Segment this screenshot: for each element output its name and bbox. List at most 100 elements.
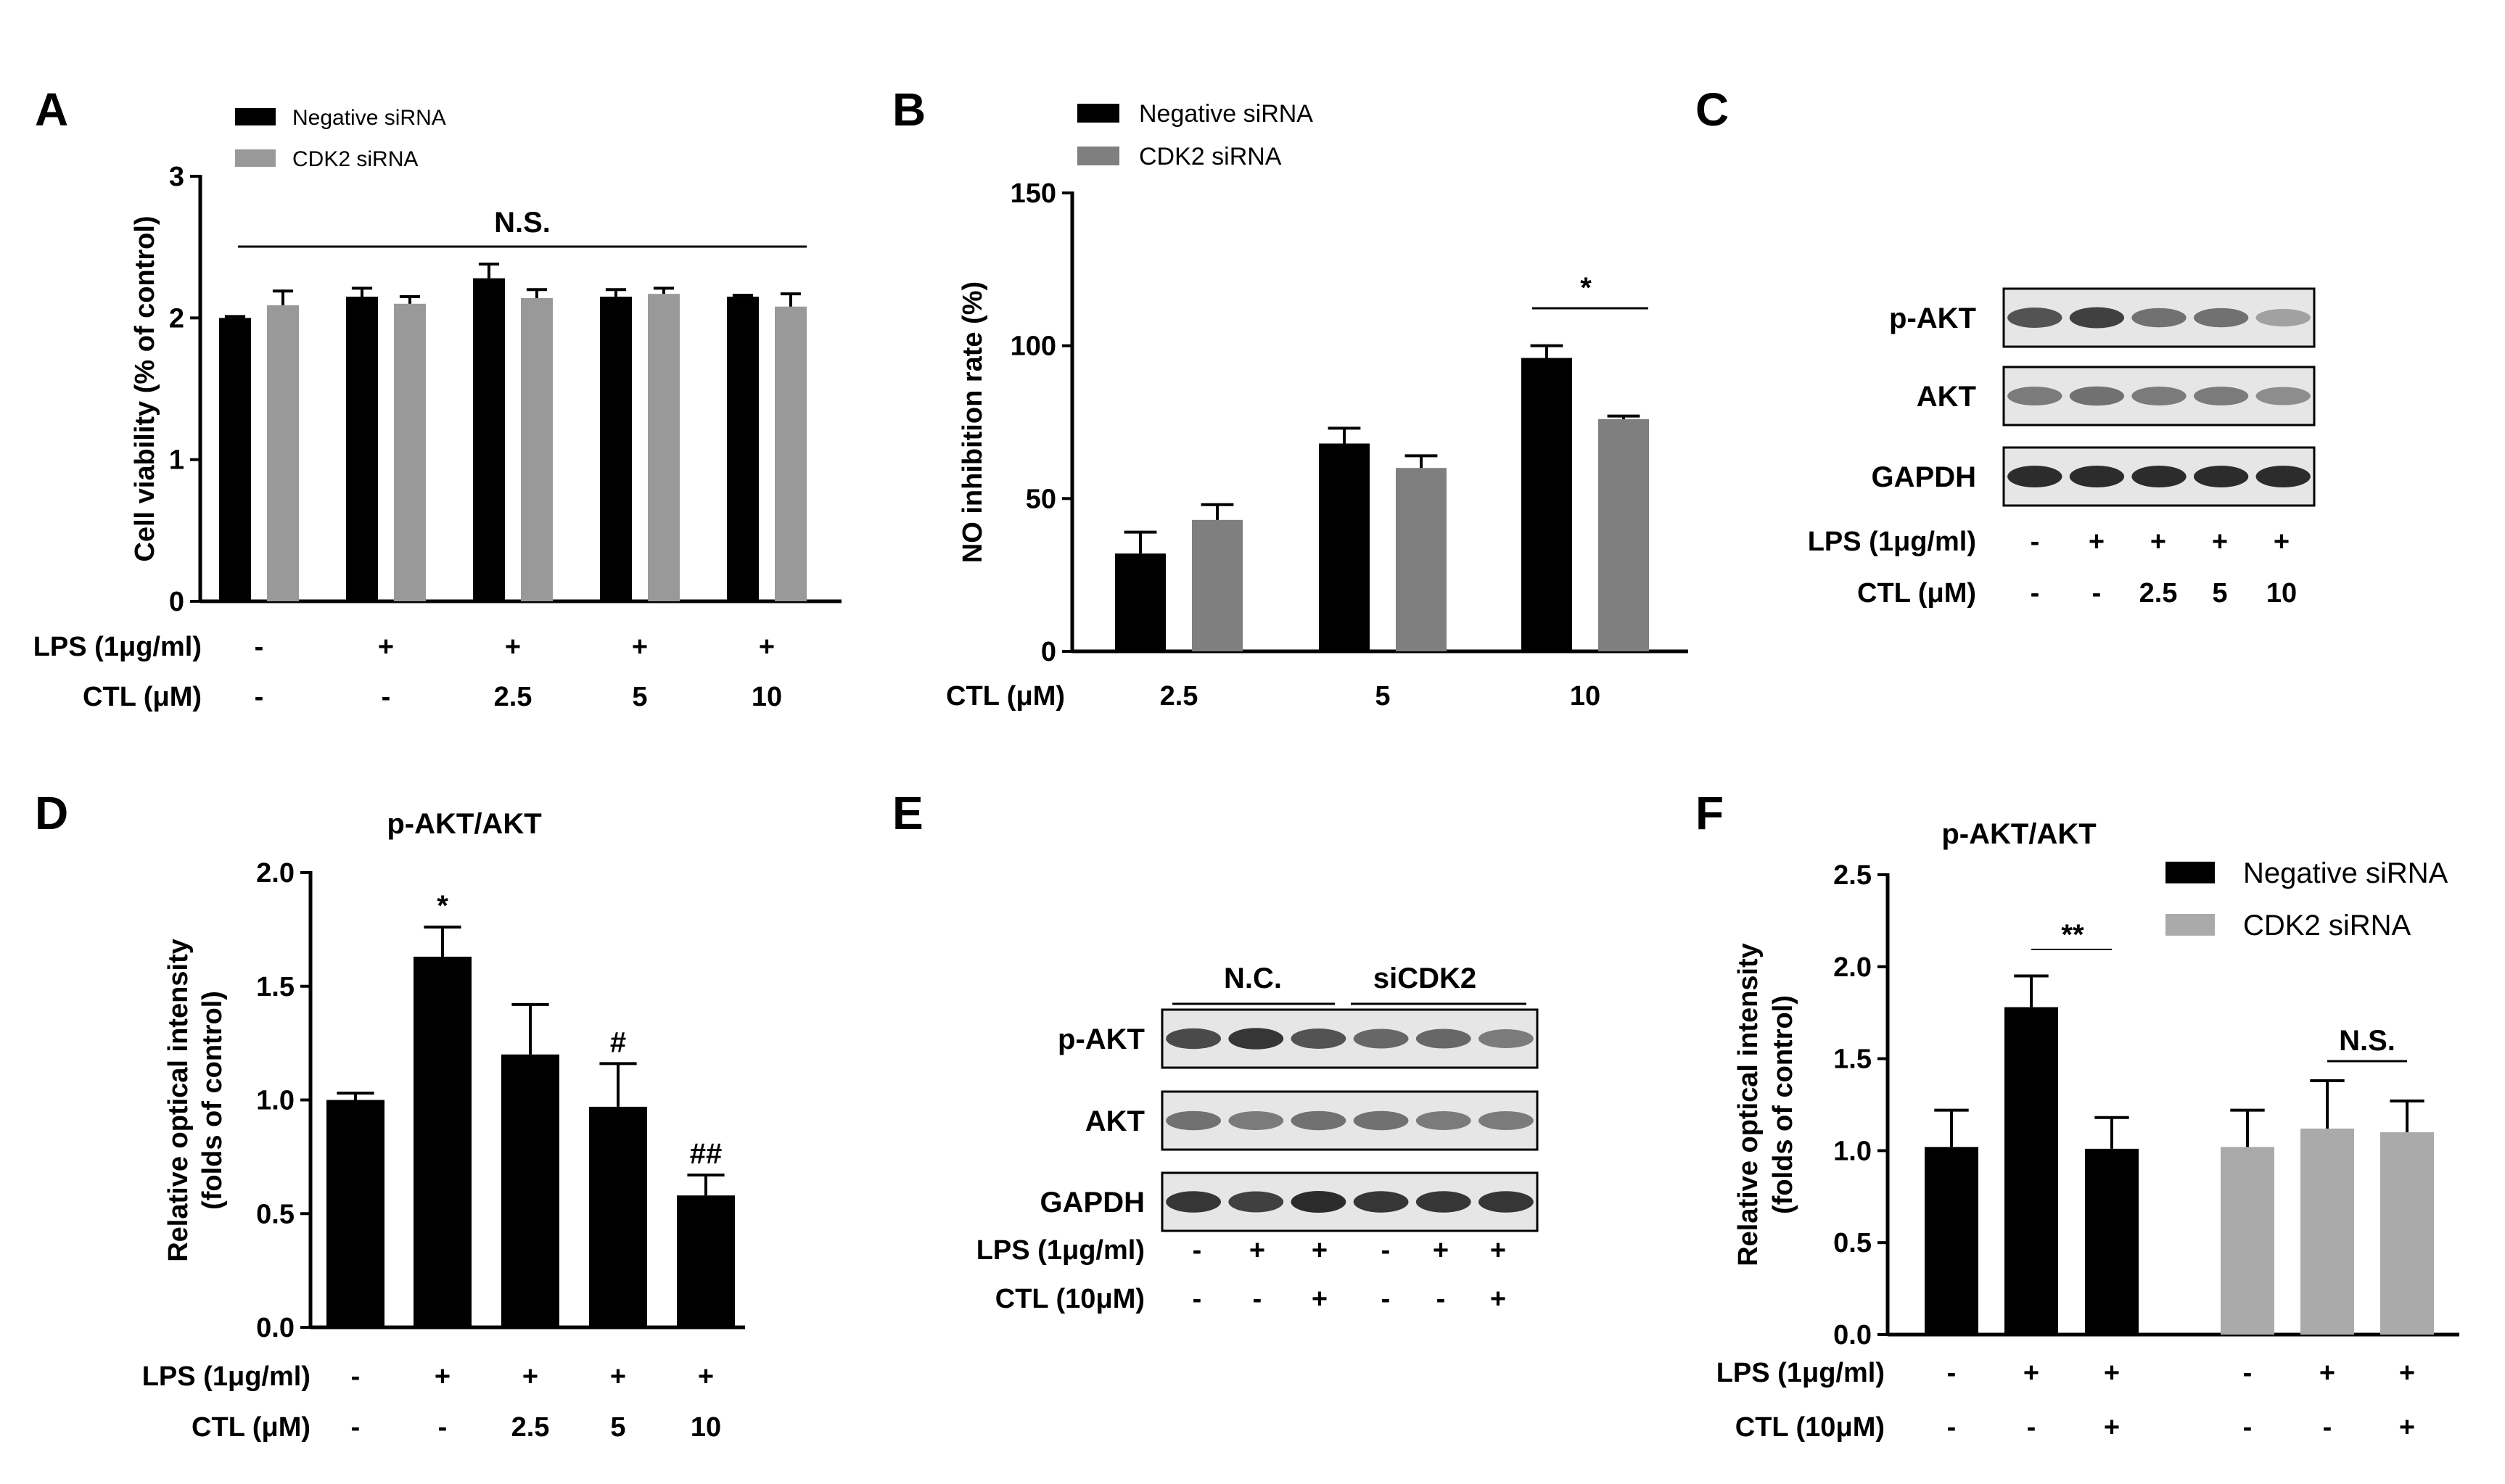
bar (521, 297, 553, 601)
condition-value: + (1490, 1284, 1506, 1314)
condition-value: + (522, 1361, 538, 1392)
condition-value: - (2243, 1412, 2253, 1443)
condition-value: - (2031, 527, 2040, 557)
legend-label: Negative siRNA (1139, 100, 1313, 128)
legend-swatch (235, 108, 276, 125)
band (1166, 1191, 1221, 1213)
bar (326, 1100, 384, 1327)
condition-row-label: LPS (1μg/ml) (33, 632, 202, 662)
condition-value: + (1312, 1235, 1328, 1266)
panel-label: F (1695, 787, 1724, 839)
x-tick-label: 10 (1570, 681, 1600, 712)
y-tick-label: 2.0 (1833, 952, 1872, 983)
y-tick-label: 2.0 (256, 858, 295, 889)
bar (346, 297, 378, 601)
significance-mark: # (610, 1026, 626, 1058)
group-label: N.C. (1224, 962, 1282, 994)
condition-value: 10 (691, 1412, 721, 1443)
condition-row-label: LPS (1μg/ml) (142, 1361, 310, 1392)
legend-swatch (1077, 104, 1119, 123)
band (1166, 1110, 1221, 1131)
legend-label: CDK2 siRNA (292, 147, 418, 171)
band (2193, 386, 2249, 406)
panel-label: E (892, 787, 924, 839)
y-tick-label: 0.5 (1833, 1228, 1872, 1258)
bar (648, 294, 680, 601)
ns-annotation: N.S. (2339, 1025, 2395, 1057)
condition-value: + (2319, 1358, 2335, 1388)
band (1228, 1191, 1284, 1213)
legend-swatch (235, 149, 276, 167)
band (2131, 308, 2187, 328)
band (1166, 1028, 1221, 1050)
condition-value: - (1947, 1412, 1957, 1443)
legend-label: CDK2 siRNA (1139, 143, 1282, 170)
bar (267, 305, 299, 601)
panel-a: A 0 1 2 3 Cell viability (% of control) N.S. Ne… (33, 83, 842, 712)
condition-row-label: LPS (1μg/ml) (1808, 527, 1976, 557)
panel-e: E N.C. siCDK2 p-AKT AKT GAPDH LPS (1μg/ml) - + + -… (892, 787, 1539, 1314)
ns-annotation: N.S. (494, 207, 551, 239)
y-axis-title: NO inhibition rate (%) (958, 281, 988, 563)
band (2069, 307, 2125, 329)
bar (2380, 1132, 2434, 1335)
bar (414, 956, 472, 1327)
band (1228, 1110, 1284, 1131)
condition-value: 5 (632, 682, 647, 712)
y-tick-label: 150 (1011, 178, 1056, 209)
y-tick-label: 0 (1041, 637, 1056, 667)
band (1353, 1029, 1409, 1049)
condition-value: 5 (610, 1412, 625, 1443)
condition-value: 2.5 (494, 682, 532, 712)
bar (1115, 553, 1166, 651)
condition-value: + (2212, 527, 2228, 557)
band (2007, 386, 2062, 406)
condition-value: 5 (2212, 578, 2227, 609)
condition-value: 2.5 (511, 1412, 550, 1443)
bar (501, 1054, 559, 1327)
blot-strip (1161, 1008, 1539, 1069)
bar (473, 278, 505, 601)
y-tick-label: 0.0 (256, 1313, 295, 1343)
bar (1319, 443, 1370, 651)
condition-value: + (1312, 1284, 1328, 1314)
legend-swatch (2165, 862, 2215, 883)
bar (677, 1195, 735, 1327)
band (1353, 1191, 1409, 1213)
condition-value: - (1947, 1358, 1957, 1388)
condition-row-label: LPS (1μg/ml) (1716, 1358, 1885, 1388)
blot-strip (1161, 1171, 1539, 1232)
condition-value: - (1253, 1284, 1262, 1314)
blot-row-label: p-AKT (1889, 302, 1976, 334)
x-tick-label: 5 (1375, 681, 1390, 712)
band (1415, 1110, 1471, 1131)
condition-value: + (2089, 527, 2105, 557)
band (1291, 1191, 1346, 1213)
bar (1925, 1147, 1978, 1335)
condition-row-label: CTL (μM) (1857, 578, 1976, 609)
condition-value: + (2399, 1358, 2415, 1388)
legend-label: Negative siRNA (2243, 857, 2448, 889)
panel-label: A (35, 83, 68, 136)
condition-value: - (1381, 1284, 1391, 1314)
blot-row-label: AKT (1085, 1105, 1145, 1137)
bar (219, 318, 251, 601)
condition-value: + (2150, 527, 2166, 557)
condition-value: + (1249, 1235, 1265, 1266)
condition-value: - (2243, 1358, 2253, 1388)
legend-swatch (1077, 147, 1119, 165)
condition-value: + (610, 1361, 626, 1392)
chart-title: p-AKT/AKT (1941, 818, 2096, 850)
condition-value: - (2031, 578, 2040, 609)
panel-c: Cp-AKT AKT GAPDH LPS (1μg/ml) - + + + + CTL (μM) -… (1695, 83, 2316, 609)
bar (1598, 419, 1649, 651)
band (2255, 466, 2311, 487)
y-tick-label: 2.5 (1833, 860, 1872, 891)
y-tick-label: 1.0 (256, 1086, 295, 1116)
significance-mark: ## (690, 1138, 723, 1170)
bar (600, 297, 632, 601)
blot-row-label: GAPDH (1040, 1187, 1145, 1219)
condition-value: - (1436, 1284, 1446, 1314)
